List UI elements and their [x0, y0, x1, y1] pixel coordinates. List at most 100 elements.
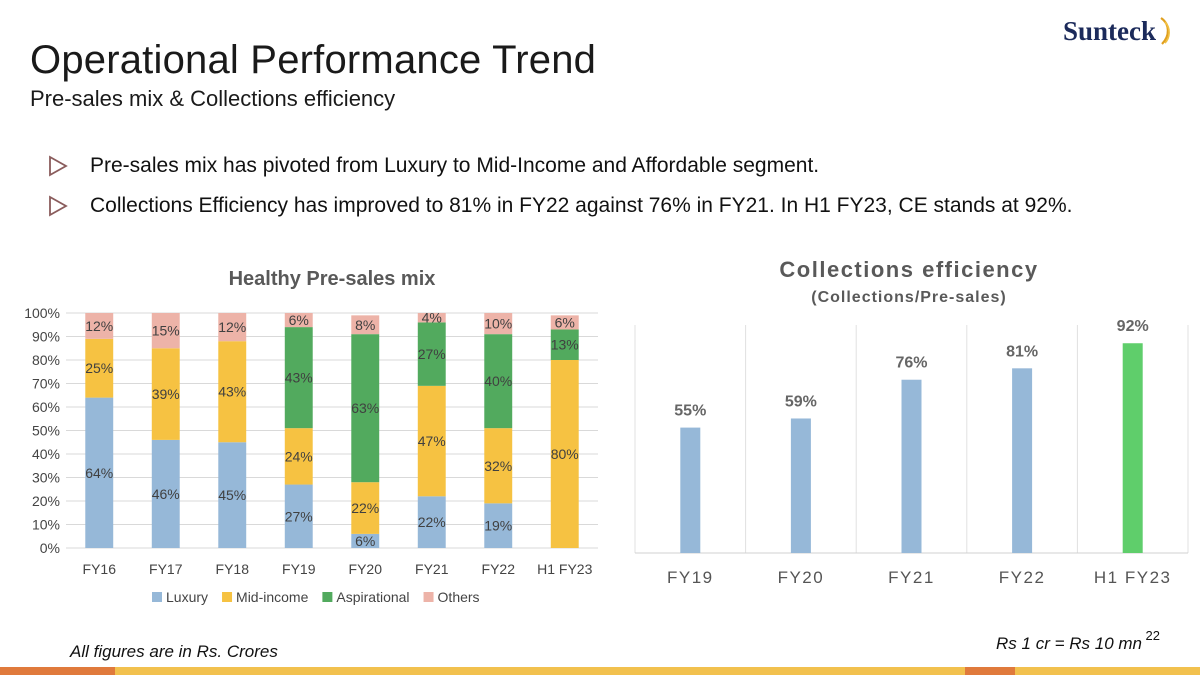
triangle-bullet-icon	[49, 195, 68, 217]
y-tick-label: 60%	[32, 399, 60, 415]
data-label: 24%	[285, 448, 313, 464]
triangle-bullet-icon	[49, 155, 68, 177]
bar-others	[85, 313, 114, 339]
ce-bar	[1122, 343, 1143, 553]
data-label: 45%	[218, 487, 246, 503]
x-tick-label: FY22	[482, 561, 516, 577]
data-label: 27%	[418, 346, 446, 362]
conversion-footnote: Rs 1 cr = Rs 10 mn	[996, 634, 1142, 653]
legend-label: Luxury	[166, 589, 208, 605]
bar-luxury	[351, 533, 380, 548]
legend-swatch-luxury	[152, 592, 162, 602]
ce-bar	[901, 379, 922, 553]
data-label: 47%	[418, 433, 446, 449]
chart-title: Collections efficiency	[779, 257, 1038, 282]
bullet-text: Collections Efficiency has improved to 8…	[90, 194, 1073, 217]
bar-midincome	[417, 385, 446, 497]
bottom-accent-bar	[0, 667, 1200, 675]
bar-midincome	[151, 348, 180, 440]
data-label: 6%	[555, 314, 575, 330]
bar-luxury	[284, 484, 313, 548]
x-tick-label: FY18	[216, 561, 250, 577]
bar-others	[151, 313, 180, 349]
logo-flame-icon	[1160, 17, 1170, 45]
bar-luxury	[151, 439, 180, 548]
x-tick-label: H1 FY23	[537, 561, 592, 577]
y-tick-label: 100%	[24, 305, 60, 321]
chart-subtitle: (Collections/Pre-sales)	[811, 289, 1007, 306]
data-label: 27%	[285, 508, 313, 524]
bullet-item: Collections Efficiency has improved to 8…	[46, 186, 1072, 226]
x-tick-label: FY21	[415, 561, 449, 577]
data-label: 6%	[355, 533, 375, 549]
legend-swatch-aspirational	[322, 592, 333, 602]
presales-mix-chart: Healthy Pre-sales mix 0% 10% 20% 30% 40% 50% 60…	[24, 268, 598, 605]
ce-bar	[790, 418, 811, 553]
bullet-list: Pre-sales mix has pivoted from Luxury to…	[46, 146, 1072, 226]
legend-swatch-midincome	[222, 592, 233, 602]
data-label: 63%	[351, 400, 379, 416]
bar-midincome	[351, 482, 380, 534]
bar-aspirational	[417, 322, 446, 386]
x-tick-label: FY19	[667, 568, 714, 587]
ce-bar	[1012, 368, 1033, 553]
page-subtitle: Pre-sales mix & Collections efficiency	[30, 86, 396, 111]
bar-aspirational	[484, 334, 513, 429]
y-tick-label: 10%	[32, 517, 60, 533]
data-label: 6%	[289, 312, 309, 328]
data-label: 46%	[152, 486, 180, 502]
data-label: 55%	[674, 403, 706, 420]
data-label: 59%	[785, 393, 817, 410]
bar-aspirational	[351, 334, 380, 483]
bar-others	[218, 313, 247, 342]
data-label: 12%	[85, 318, 113, 334]
legend-label: Mid-income	[236, 589, 309, 605]
data-label: 80%	[551, 446, 579, 462]
x-tick-label: FY19	[282, 561, 316, 577]
x-tick-label: FY22	[999, 568, 1046, 587]
data-label: 92%	[1117, 318, 1149, 335]
data-label: 39%	[152, 386, 180, 402]
page-title: Operational Performance Trend	[30, 38, 597, 82]
data-label: 13%	[551, 337, 579, 353]
company-logo: Sunteck	[1063, 16, 1172, 47]
chart-title: Healthy Pre-sales mix	[229, 268, 436, 290]
y-tick-label: 40%	[32, 446, 60, 462]
data-label: 25%	[85, 360, 113, 376]
data-label: 10%	[484, 316, 512, 332]
page-number: 22	[1145, 628, 1160, 643]
y-tick-label: 80%	[32, 352, 60, 368]
y-tick-label: 0%	[40, 540, 60, 556]
logo-text: Sunteck	[1062, 16, 1156, 46]
bullet-item: Pre-sales mix has pivoted from Luxury to…	[46, 146, 1072, 186]
legend-label: Others	[438, 589, 480, 605]
bar-midincome	[484, 428, 513, 504]
bar-others	[484, 313, 513, 335]
y-tick-label: 90%	[32, 329, 60, 345]
legend-swatch-others	[423, 592, 434, 602]
x-tick-label: FY17	[149, 561, 183, 577]
bar-midincome	[550, 360, 579, 548]
legend-label: Aspirational	[336, 589, 409, 605]
data-label: 8%	[355, 317, 375, 333]
bar-aspirational	[550, 329, 579, 360]
data-label: 22%	[418, 514, 446, 530]
bar-others	[550, 315, 579, 330]
x-tick-label: FY21	[888, 568, 935, 587]
y-tick-label: 20%	[32, 493, 60, 509]
bar-luxury	[484, 503, 513, 548]
bar-midincome	[284, 428, 313, 485]
bar-midincome	[218, 341, 247, 443]
x-tick-label: FY16	[83, 561, 117, 577]
bar-luxury	[417, 496, 446, 548]
data-label: 43%	[218, 384, 246, 400]
data-label: 43%	[285, 370, 313, 386]
ce-bar	[680, 427, 701, 553]
data-label: 81%	[1006, 343, 1038, 360]
collections-efficiency-chart: Collections efficiency (Collections/Pre-s…	[634, 257, 1189, 587]
bar-midincome	[85, 338, 114, 398]
bar-others	[351, 315, 380, 335]
data-label: 40%	[484, 373, 512, 389]
x-tick-label: H1 FY23	[1094, 568, 1172, 587]
bar-others	[417, 313, 446, 323]
